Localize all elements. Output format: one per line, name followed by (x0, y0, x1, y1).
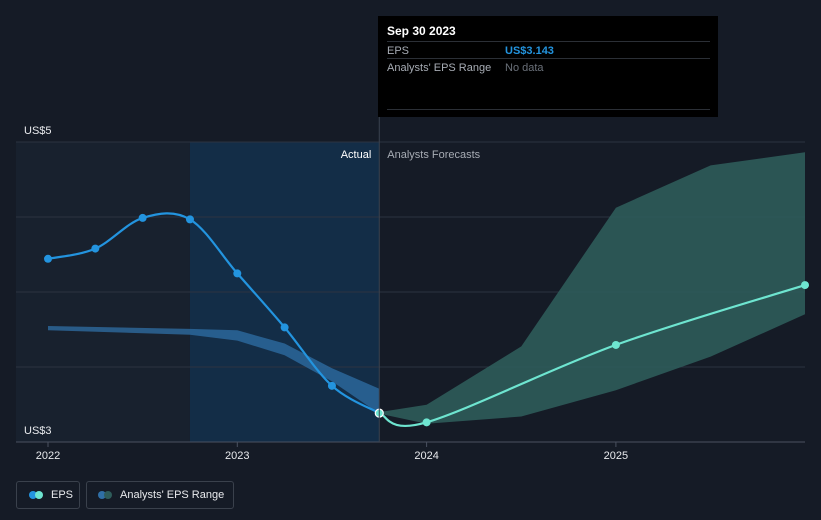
legend-eps-label: EPS (51, 489, 74, 501)
eps-point-0 (44, 254, 52, 263)
forecast-point-1 (611, 340, 620, 349)
tooltip-range-value: No data (505, 62, 544, 74)
x-tick-label-2023: 2023 (225, 450, 249, 462)
eps-point-4 (233, 269, 242, 278)
eps-point-3 (185, 215, 194, 224)
x-tick-label-2022: 2022 (36, 450, 60, 462)
tooltip-range-row: Analysts' EPS Range No data (387, 58, 710, 76)
eps-point-5 (280, 323, 289, 332)
forecast-label: Analysts Forecasts (387, 149, 480, 161)
eps-point-1 (91, 244, 100, 253)
forecast-point-0 (422, 418, 431, 427)
eps-point-2 (138, 213, 147, 222)
legend-range-toggle[interactable]: Analysts' EPS Range (86, 481, 234, 509)
tooltip: Sep 30 2023 EPS US$3.143 Analysts' EPS R… (378, 16, 718, 117)
legend-range-label: Analysts' EPS Range (120, 489, 225, 501)
tooltip-eps-value: US$3.143 (505, 45, 554, 57)
tooltip-date: Sep 30 2023 (387, 24, 456, 38)
tooltip-eps-row: EPS US$3.143 (387, 41, 710, 59)
forecast-point-2 (801, 281, 809, 290)
x-tick-label-2024: 2024 (414, 450, 438, 462)
legend-eps-toggle[interactable]: EPS (16, 481, 80, 509)
actual-label: Actual (341, 149, 372, 161)
eps-range-band-forecast (379, 152, 805, 424)
forecast-line (378, 284, 806, 428)
eps-line (47, 212, 380, 415)
eps-legend-icon (29, 491, 44, 499)
eps-range-band-actual (48, 326, 380, 414)
y-tick-label-top: US$5 (24, 125, 52, 137)
y-tick-label-bottom: US$3 (24, 425, 52, 437)
x-tick-label-2025: 2025 (604, 450, 628, 462)
range-legend-icon (98, 491, 113, 499)
tooltip-range-label: Analysts' EPS Range (387, 62, 492, 74)
eps-point-6 (327, 381, 336, 390)
tooltip-eps-label: EPS (387, 45, 410, 57)
tooltip-divider (387, 109, 710, 110)
